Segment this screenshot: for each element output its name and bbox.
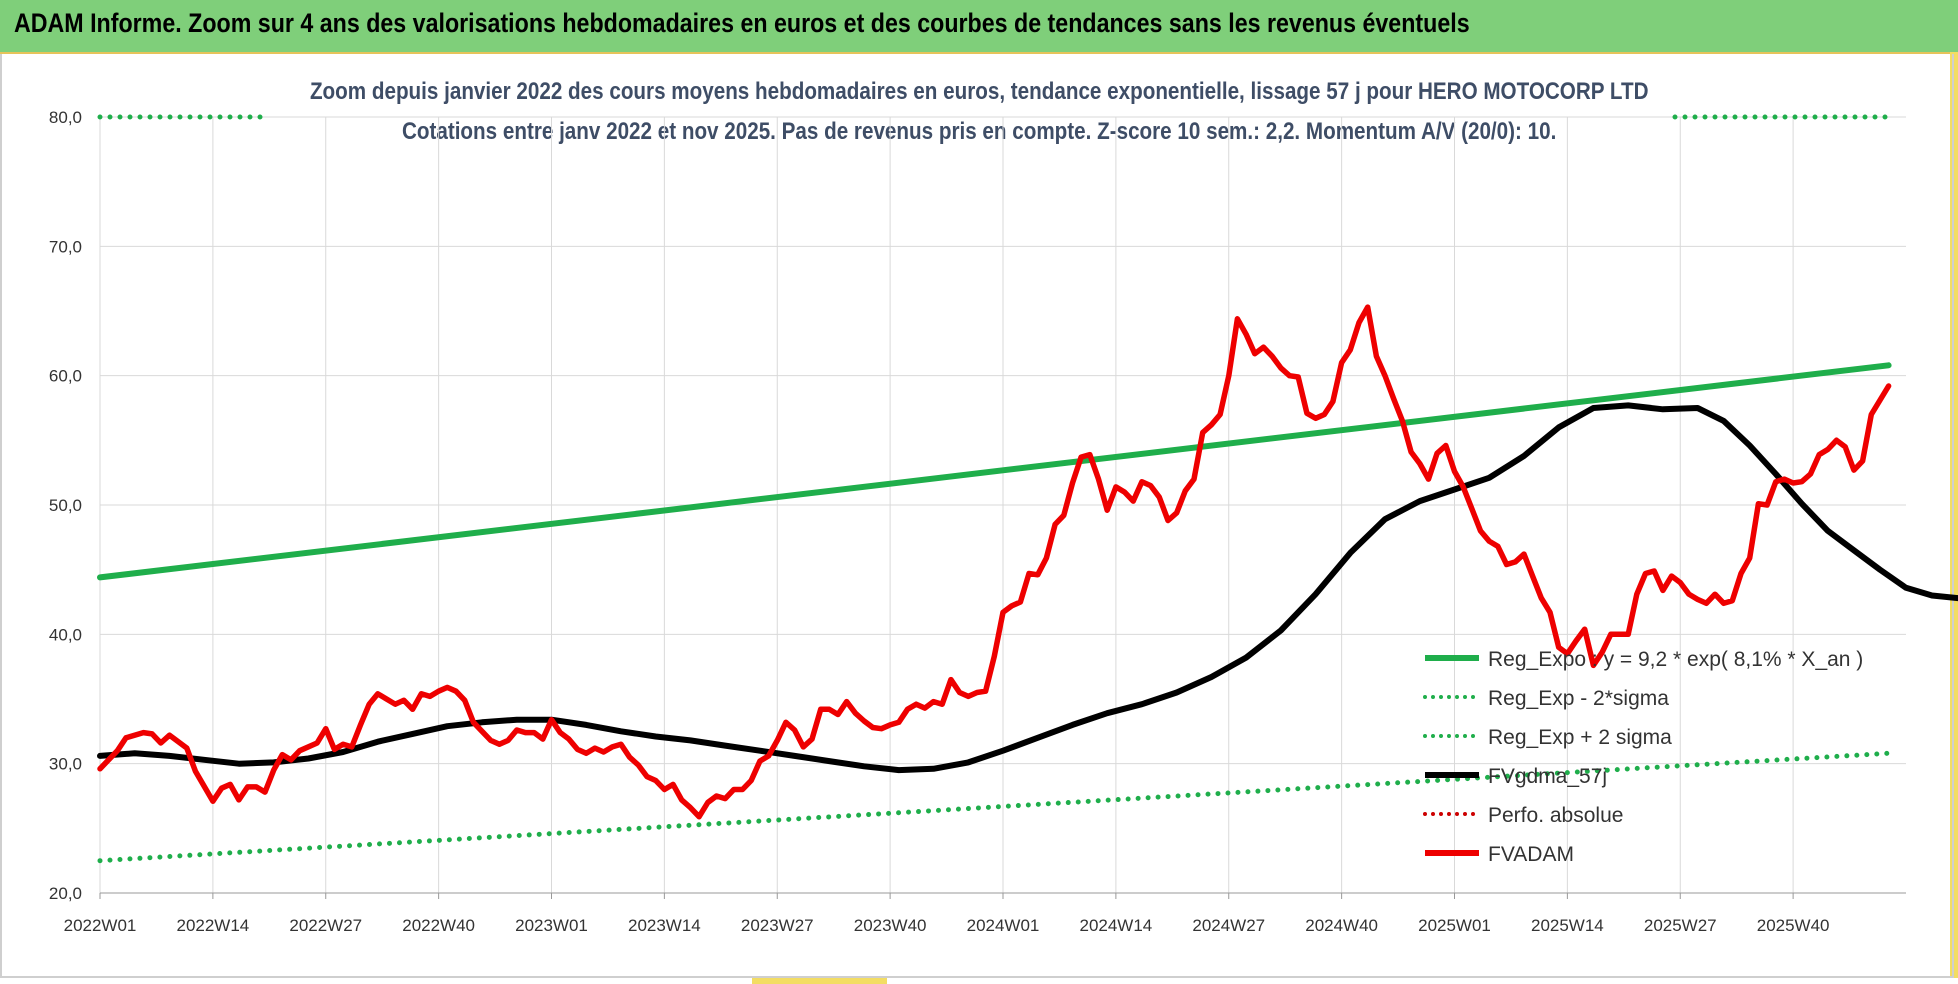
series-line-reg-expo-y-9-2-exp-8-1-x-an- <box>97 362 1892 581</box>
chart-subtitle: Cotations entre janv 2022 et nov 2025. P… <box>0 118 1958 146</box>
x-tick-label: 2022W40 <box>402 916 475 935</box>
x-tick-label: 2023W40 <box>854 916 927 935</box>
scroll-indicator <box>752 978 887 984</box>
x-tick-label: 2025W27 <box>1644 916 1717 935</box>
x-tick-label: 2025W01 <box>1418 916 1491 935</box>
x-tick-label: 2023W14 <box>628 916 701 935</box>
y-tick-label: 70,0 <box>49 237 82 256</box>
series-line-fvadam <box>97 304 1892 820</box>
x-tick-label: 2024W40 <box>1305 916 1378 935</box>
y-tick-label: 40,0 <box>49 625 82 644</box>
x-tick-label: 2022W14 <box>176 916 249 935</box>
legend-label: FVgdma_57j <box>1488 765 1607 788</box>
x-tick-label: 2024W14 <box>1079 916 1152 935</box>
series-line-fvgdma-57j <box>97 402 1958 774</box>
y-tick-label: 50,0 <box>49 496 82 515</box>
chart-title-text: Zoom depuis janvier 2022 des cours moyen… <box>309 78 1649 105</box>
legend-label: Reg_Expo : y = 9,2 * exp( 8,1% * X_an ) <box>1488 648 1863 671</box>
series-line-reg-exp-2-sigma <box>97 750 1892 864</box>
y-tick-label: 80,0 <box>49 108 82 127</box>
report-title: ADAM Informe. Zoom sur 4 ans des valoris… <box>14 8 1470 38</box>
x-tick-label: 2022W01 <box>64 916 137 935</box>
window-edge-bar <box>1950 52 1958 978</box>
chart-frame <box>0 54 1954 978</box>
y-tick-label: 60,0 <box>49 367 82 386</box>
y-tick-label: 30,0 <box>49 755 82 774</box>
y-tick-label: 20,0 <box>49 884 82 903</box>
legend-label: FVADAM <box>1488 843 1574 866</box>
x-tick-label: 2023W27 <box>741 916 814 935</box>
legend-label: Reg_Exp + 2 sigma <box>1488 726 1672 749</box>
x-tick-label: 2024W01 <box>967 916 1040 935</box>
report-banner: ADAM Informe. Zoom sur 4 ans des valoris… <box>0 0 1958 54</box>
chart-subtitle-text: Cotations entre janv 2022 et nov 2025. P… <box>401 118 1557 145</box>
x-tick-label: 2023W01 <box>515 916 588 935</box>
x-tick-label: 2024W27 <box>1192 916 1265 935</box>
x-tick-label: 2025W40 <box>1757 916 1830 935</box>
legend-label: Perfo. absolue <box>1488 804 1623 827</box>
x-tick-label: 2025W14 <box>1531 916 1604 935</box>
chart-title: Zoom depuis janvier 2022 des cours moyen… <box>0 78 1958 106</box>
x-tick-label: 2022W27 <box>289 916 362 935</box>
legend-label: Reg_Exp - 2*sigma <box>1488 687 1669 710</box>
